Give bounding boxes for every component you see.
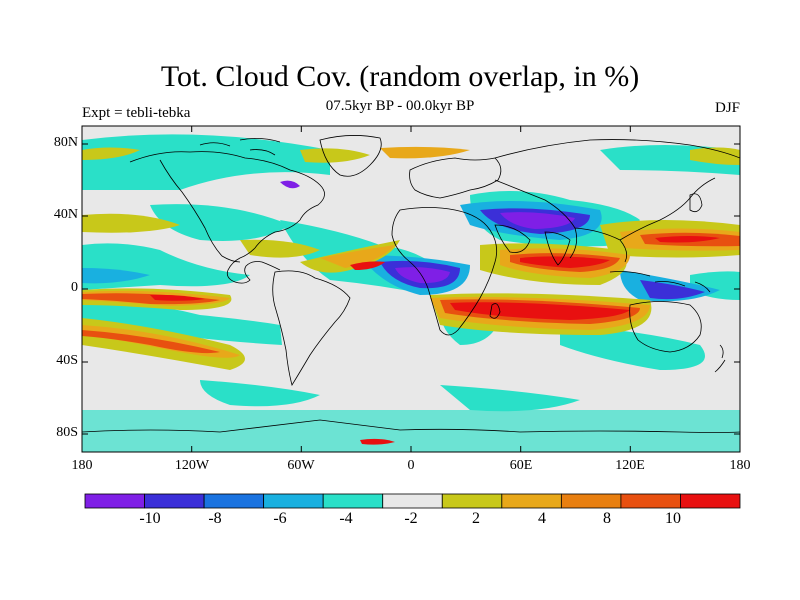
colorbar-box: [382, 493, 443, 509]
lat-label-40s: 40S: [56, 353, 78, 368]
lon-label-180e: 180: [729, 458, 751, 473]
colorbar-box: [441, 493, 503, 509]
lon-label-120w: 120W: [174, 458, 210, 473]
lon-label-60w: 60W: [287, 458, 315, 473]
colorbar-box: [620, 493, 681, 509]
lon-label-60e: 60E: [509, 458, 533, 473]
lat-label-80s: 80S: [56, 425, 78, 440]
plot-subtitle: 07.5kyr BP - 00.0kyr BP: [325, 98, 475, 114]
colorbar-label: -6: [273, 510, 287, 527]
colorbar-label: 10: [665, 510, 681, 527]
colorbar-label: -4: [339, 510, 353, 527]
lon-label-0: 0: [407, 458, 415, 473]
colorbar-box: [84, 493, 145, 509]
colorbar-label: -10: [139, 510, 161, 527]
colorbar-box: [203, 493, 265, 509]
colorbar-label: -8: [208, 510, 222, 527]
axis-ticks: [82, 126, 740, 452]
season-label: DJF: [714, 100, 740, 116]
coastlines: [82, 135, 740, 433]
colorbar-box: [263, 493, 324, 509]
lat-label-0: 0: [71, 280, 78, 295]
colorbar-box: [560, 493, 622, 509]
lat-label-40n: 40N: [53, 207, 78, 222]
lon-label-120e: 120E: [615, 458, 645, 473]
colorbar-label: 8: [603, 510, 611, 527]
colorbar: [84, 493, 741, 509]
lat-label-80n: 80N: [53, 135, 78, 150]
colorbar-box: [144, 493, 205, 509]
anomaly-field: [82, 134, 740, 452]
colorbar-label: -2: [404, 510, 418, 527]
experiment-label: Expt = tebli-tebka: [82, 105, 191, 121]
colorbar-label: 2: [472, 510, 480, 527]
colorbar-label: 4: [538, 510, 546, 527]
colorbar-box: [501, 493, 562, 509]
colorbar-box: [680, 493, 741, 509]
plot-title: Tot. Cloud Cov. (random overlap, in %): [160, 60, 640, 93]
lon-label-180w: 180: [71, 458, 93, 473]
colorbar-box: [322, 493, 384, 509]
